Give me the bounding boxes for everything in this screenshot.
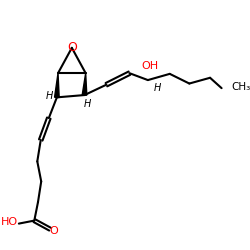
Text: H: H — [46, 90, 53, 101]
Text: CH₃: CH₃ — [231, 82, 250, 92]
Polygon shape — [82, 73, 87, 95]
Text: OH: OH — [142, 61, 159, 71]
Text: H: H — [84, 99, 91, 109]
Text: H: H — [154, 83, 161, 93]
Text: O: O — [67, 41, 77, 54]
Polygon shape — [54, 73, 59, 98]
Text: O: O — [50, 226, 58, 236]
Text: HO: HO — [0, 217, 18, 227]
